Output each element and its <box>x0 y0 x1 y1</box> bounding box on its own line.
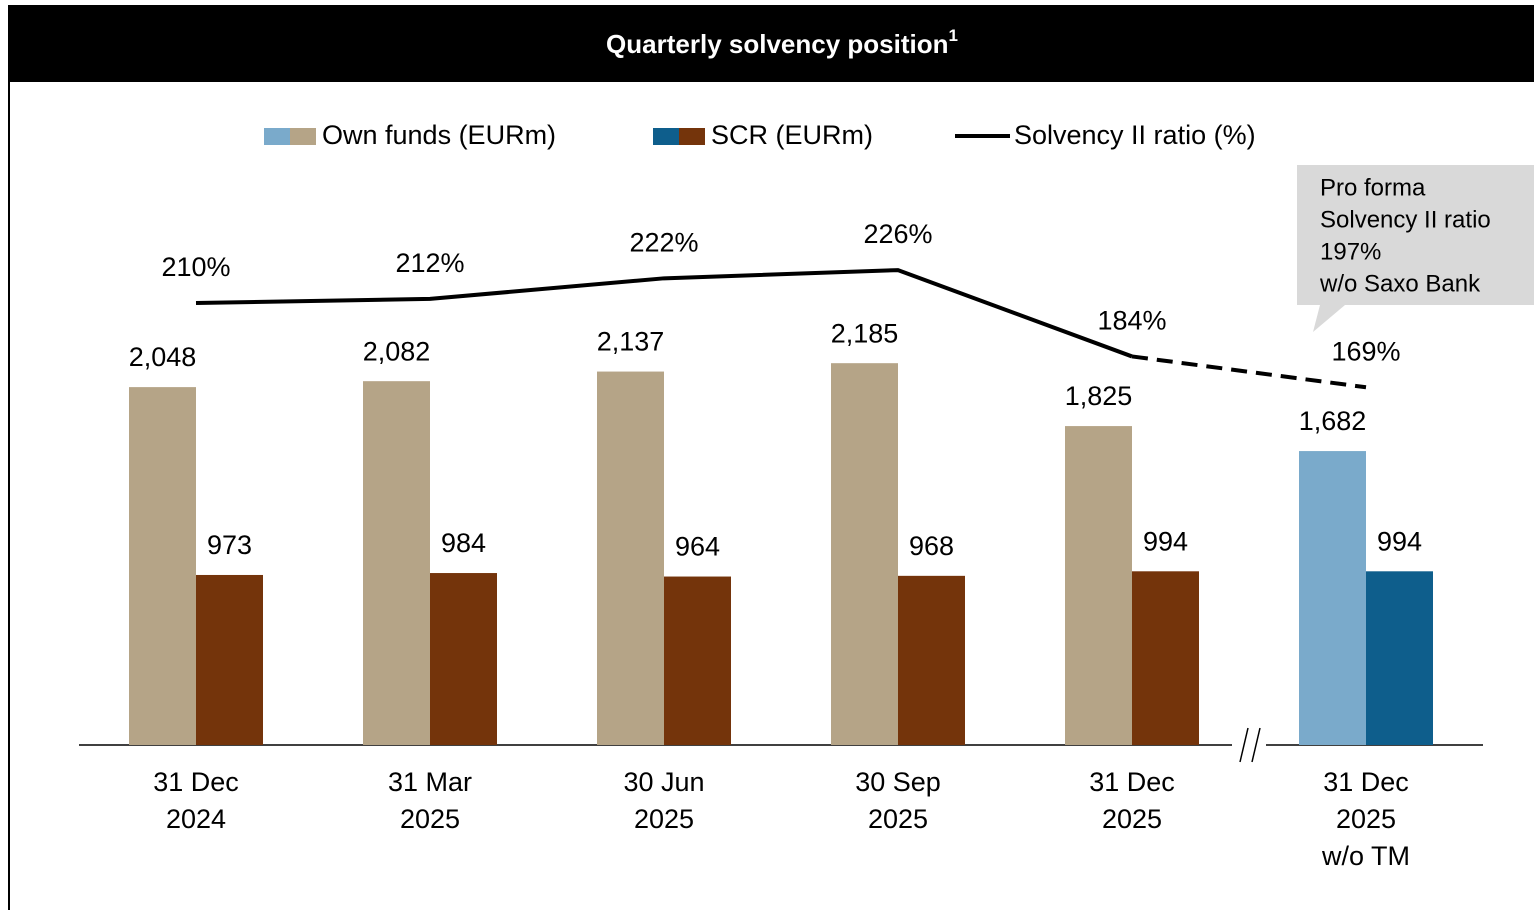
x-tick-label: 31 Mar <box>388 767 472 797</box>
bar <box>898 575 965 745</box>
ratio-label: 210% <box>161 252 230 282</box>
ratio-label: 222% <box>629 227 698 257</box>
ratio-line <box>195 268 1133 359</box>
ratio-line-dashed <box>1131 354 1367 390</box>
bar-label: 2,082 <box>363 336 431 366</box>
x-tick-label: 2025 <box>1102 804 1162 834</box>
annotation-text: w/o Saxo Bank <box>1319 270 1481 297</box>
legend-swatch <box>653 128 679 145</box>
bar <box>1132 571 1199 745</box>
x-tick-label: 31 Dec <box>1089 767 1175 797</box>
legend-label: Solvency II ratio (%) <box>1014 120 1256 150</box>
bar-label: 1,682 <box>1299 406 1367 436</box>
ratio-label: 226% <box>863 219 932 249</box>
bar <box>831 363 898 745</box>
x-tick-label: 2024 <box>166 804 226 834</box>
x-tick-label: 2025 <box>400 804 460 834</box>
axis-break <box>1239 727 1249 763</box>
x-tick-label: w/o TM <box>1321 841 1410 871</box>
axis-break <box>1251 727 1261 763</box>
x-tick-label: 2025 <box>868 804 928 834</box>
bar-label: 968 <box>909 531 954 561</box>
bar-label: 973 <box>207 530 252 560</box>
title-text: Quarterly solvency position <box>606 29 948 59</box>
bar-label: 2,048 <box>129 342 197 372</box>
title-footnote: 1 <box>948 26 957 45</box>
bar-label: 2,137 <box>597 327 665 357</box>
legend-label: SCR (EURm) <box>711 120 873 150</box>
bar <box>597 371 664 745</box>
ratio-label: 184% <box>1097 306 1166 336</box>
annotation-text: 197% <box>1320 238 1381 265</box>
bar-label: 994 <box>1377 526 1422 556</box>
bar <box>196 574 263 745</box>
bar <box>1065 426 1132 745</box>
x-tick-label: 31 Dec <box>153 767 239 797</box>
axis-break-gap <box>1232 728 1266 762</box>
bar-label: 984 <box>441 528 486 558</box>
ratio-label: 169% <box>1331 336 1400 366</box>
bar <box>430 573 497 745</box>
bar <box>1366 571 1433 745</box>
chart-title: Quarterly solvency position1 <box>606 26 958 58</box>
x-tick-label: 31 Dec <box>1323 767 1409 797</box>
x-tick-label: 2025 <box>634 804 694 834</box>
ratio-label: 212% <box>395 248 464 278</box>
bar <box>664 576 731 745</box>
annotation-text: Solvency II ratio <box>1320 206 1491 233</box>
x-tick-label: 30 Sep <box>855 767 941 797</box>
legend-label: Own funds (EURm) <box>322 120 556 150</box>
bar-label: 1,825 <box>1065 381 1133 411</box>
header-bar <box>8 5 1534 82</box>
bar <box>1299 451 1366 745</box>
bar <box>129 387 196 745</box>
bar-label: 994 <box>1143 526 1188 556</box>
bar-label: 2,185 <box>831 318 899 348</box>
annotation-box <box>1297 165 1534 332</box>
legend-swatch <box>679 128 705 145</box>
legend-swatch <box>264 128 290 145</box>
x-tick-label: 2025 <box>1336 804 1396 834</box>
bar-label: 964 <box>675 532 720 562</box>
x-tick-label: 30 Jun <box>623 767 704 797</box>
bar <box>363 381 430 745</box>
legend-swatch <box>290 128 316 145</box>
annotation-text: Pro forma <box>1320 174 1426 201</box>
